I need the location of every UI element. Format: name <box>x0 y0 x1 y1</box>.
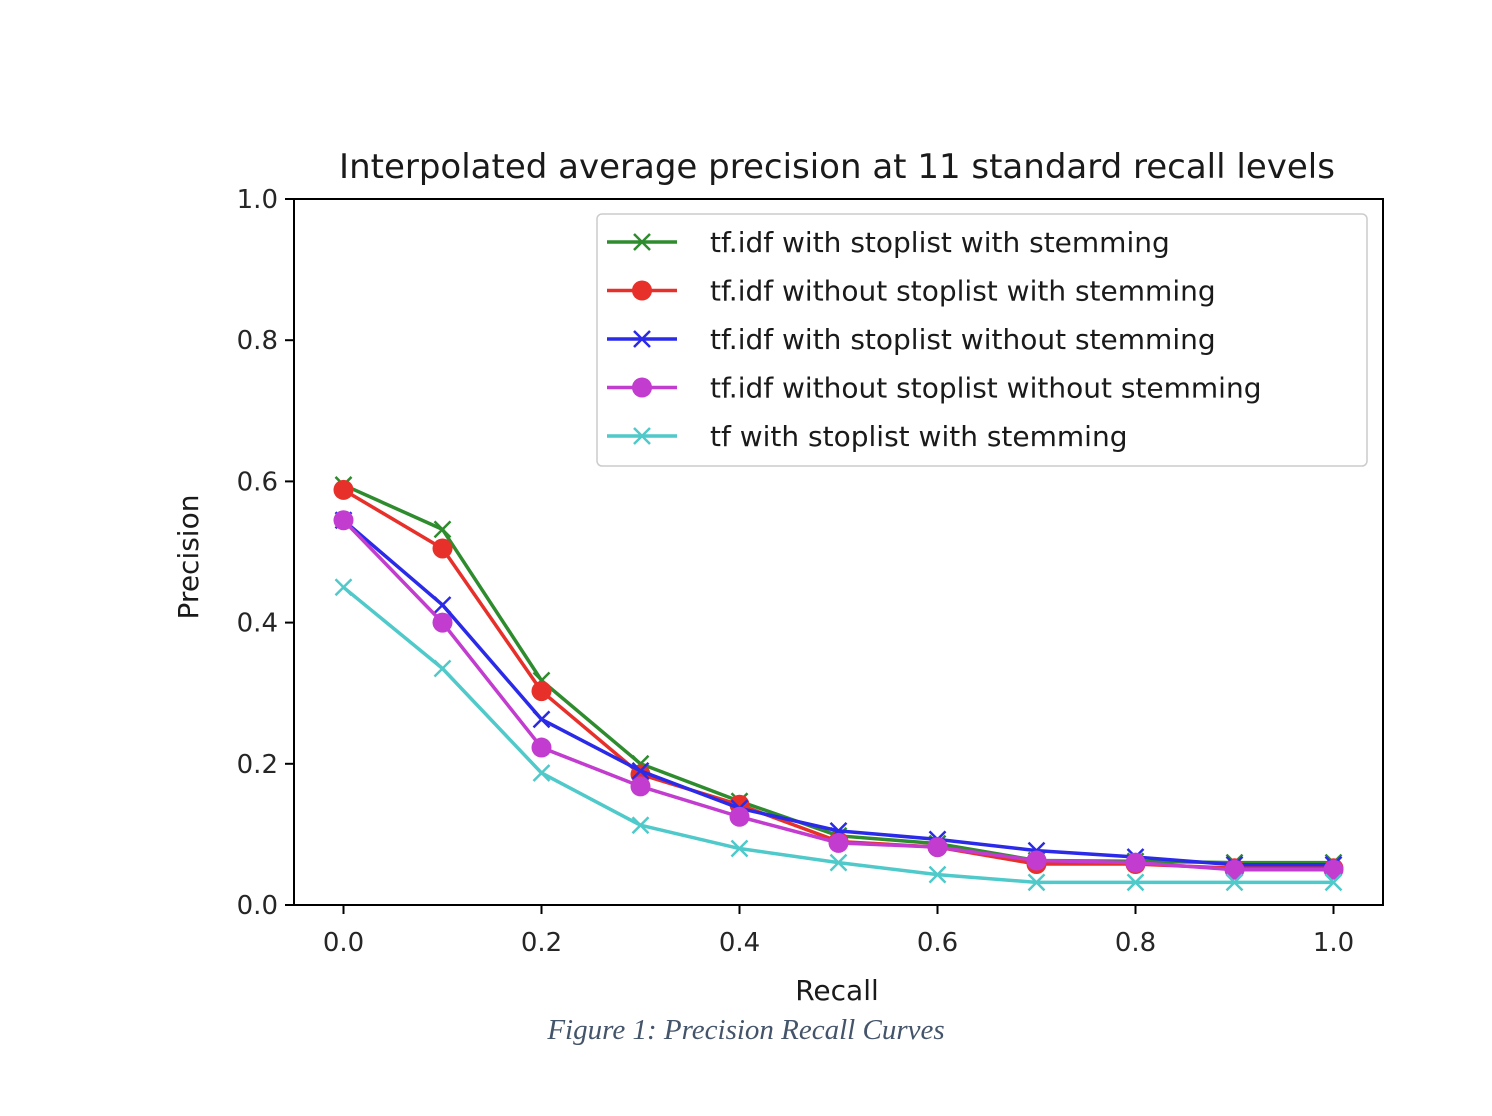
legend-marker <box>633 427 651 445</box>
data-point <box>1026 850 1047 871</box>
figure-caption: Figure 1: Precision Recall Curves <box>547 1014 945 1046</box>
data-point <box>730 839 749 858</box>
x-tick-label: 0.4 <box>719 928 760 958</box>
series-5 <box>334 578 1343 892</box>
legend-frame <box>596 213 1368 467</box>
data-point <box>928 865 947 884</box>
series-line <box>341 488 1336 871</box>
legend-marker <box>632 280 652 301</box>
legend-label: tf.idf without stoplist without stemming <box>710 372 1261 405</box>
y-axis-label: Precision <box>172 495 205 620</box>
y-tick-label: 0.0 <box>237 891 278 921</box>
series-1 <box>334 476 1343 872</box>
data-point <box>828 832 849 853</box>
data-point <box>1224 859 1245 880</box>
x-tick-label: 0.0 <box>323 928 364 958</box>
data-point <box>1324 873 1343 892</box>
y-tick-label: 0.8 <box>237 326 278 356</box>
series-3 <box>334 511 1343 874</box>
legend-item: tf.idf without stoplist without stemming <box>607 372 1261 405</box>
legend-item: tf.idf without stoplist with stemming <box>607 275 1216 308</box>
plot-frame <box>293 198 1384 906</box>
data-point <box>433 520 452 539</box>
legend-item: tf with stoplist with stemming <box>607 420 1127 453</box>
data-point <box>432 538 453 559</box>
y-tick-label: 1.0 <box>237 185 278 215</box>
data-point <box>1125 852 1146 873</box>
legend-label: tf with stoplist with stemming <box>710 420 1127 453</box>
data-point <box>927 837 948 858</box>
data-point <box>433 596 452 614</box>
x-tick-label: 0.2 <box>521 928 562 958</box>
series-2 <box>333 479 1344 879</box>
data-point <box>333 510 354 531</box>
y-tick-label: 0.4 <box>237 609 278 639</box>
legend: tf.idf with stoplist with stemming tf.idf… <box>596 213 1368 467</box>
data-point <box>630 776 651 797</box>
series-line <box>341 483 1336 865</box>
series-line <box>341 518 1336 867</box>
data-point <box>1323 859 1344 880</box>
x-tick-label: 1.0 <box>1313 928 1354 958</box>
data-point <box>531 681 552 702</box>
data-point <box>1225 873 1244 892</box>
x-axis-label: Recall <box>795 974 879 1007</box>
data-point <box>433 659 452 678</box>
data-point <box>532 764 551 782</box>
data-point <box>1126 873 1145 892</box>
y-axis: 0.0 0.2 0.4 0.6 0.8 1.0 <box>237 185 294 921</box>
legend-item: tf.idf with stoplist with stemming <box>607 226 1170 259</box>
y-tick-label: 0.2 <box>237 750 278 780</box>
series-line <box>341 518 1336 872</box>
legend-marker <box>632 377 652 398</box>
plot-area <box>333 476 1344 892</box>
series-4 <box>333 510 1344 880</box>
legend-item: tf.idf with stoplist without stemming <box>607 323 1216 356</box>
data-point <box>631 761 650 780</box>
chart-title: Interpolated average precision at 11 sta… <box>339 147 1335 187</box>
legend-marker <box>633 330 651 348</box>
legend-label: tf.idf without stoplist with stemming <box>710 275 1216 308</box>
data-point <box>334 578 353 597</box>
legend-label: tf.idf with stoplist with stemming <box>710 226 1170 259</box>
x-axis: 0.0 0.2 0.4 0.6 0.8 1.0 <box>323 905 1354 958</box>
data-point <box>1027 873 1046 892</box>
data-point <box>432 612 453 633</box>
data-point <box>333 479 354 500</box>
legend-label: tf.idf with stoplist without stemming <box>710 323 1216 356</box>
data-point <box>531 737 552 758</box>
data-point <box>532 710 551 729</box>
y-tick-label: 0.6 <box>237 467 278 497</box>
x-tick-label: 0.8 <box>1115 928 1156 958</box>
data-point <box>631 816 650 835</box>
data-point <box>829 853 848 872</box>
x-tick-label: 0.6 <box>917 928 958 958</box>
data-point <box>729 806 750 827</box>
legend-marker <box>633 233 651 251</box>
